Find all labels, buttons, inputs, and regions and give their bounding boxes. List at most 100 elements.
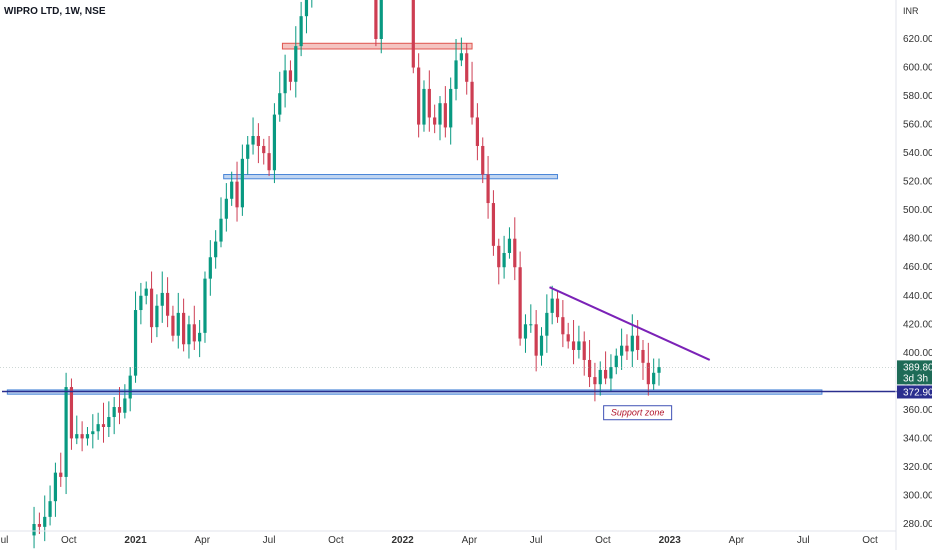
candle-body: [32, 524, 36, 536]
candle-body: [139, 295, 143, 311]
candle-body: [449, 88, 453, 128]
price-badge-value: 372.90: [903, 387, 932, 398]
candle-body: [374, 0, 378, 40]
candle-body: [523, 324, 528, 339]
candle-body: [636, 335, 640, 350]
candle-body: [128, 375, 132, 399]
x-tick-label: Oct: [328, 535, 344, 546]
candle-body: [491, 203, 496, 246]
candle-body: [582, 341, 586, 360]
y-tick-label: 520.00: [903, 177, 932, 188]
y-tick-label: 340.00: [903, 433, 932, 444]
candle-body: [283, 70, 287, 94]
candle-body: [182, 312, 186, 345]
zone-1: [223, 174, 559, 180]
candle-body: [486, 174, 490, 204]
candle-body: [470, 81, 474, 118]
x-tick-label: Jul: [530, 535, 543, 546]
candle-body: [123, 398, 127, 413]
candle-body: [379, 0, 383, 39]
x-tick-label: Jul: [263, 535, 276, 546]
candle-body: [561, 317, 565, 335]
candle-body: [502, 252, 506, 268]
candles-layer: [32, 0, 661, 549]
x-tick-label: Oct: [61, 535, 77, 546]
candle-body: [75, 434, 79, 439]
x-tick-label: 2023: [659, 535, 682, 546]
candle-body: [427, 88, 431, 118]
candle-body: [203, 278, 207, 333]
x-tick-label: Jul: [797, 535, 810, 546]
candle-body: [571, 341, 576, 350]
candle-body: [304, 0, 309, 17]
candle-body: [48, 501, 52, 517]
candle-body: [171, 315, 175, 336]
x-tick-label: Apr: [729, 535, 745, 546]
candle-body: [443, 103, 447, 128]
candle-body: [577, 341, 581, 350]
candle-body: [214, 241, 218, 258]
candle-body: [411, 0, 415, 68]
candle-body: [603, 369, 608, 379]
price-badge: [897, 385, 932, 399]
candle-body: [53, 472, 58, 502]
y-tick-label: 440.00: [903, 291, 932, 302]
y-tick-label: 560.00: [903, 120, 932, 131]
candle-body: [534, 324, 538, 356]
candle-body: [465, 53, 469, 82]
candle-body: [208, 257, 212, 279]
x-tick-label: Apr: [195, 535, 211, 546]
candle-body: [117, 407, 122, 413]
candle-body: [112, 407, 116, 418]
candle-body: [256, 136, 260, 146]
time-axis[interactable]: Jul Oct 2021 Apr Jul Oct 2022 Apr Jul Oct 2023 Apr J…: [0, 535, 878, 546]
candle-body: [187, 324, 191, 345]
candle-body: [80, 434, 84, 439]
candle-body: [417, 67, 421, 125]
candle-body: [433, 117, 437, 125]
candle-body: [507, 238, 512, 253]
candle-body: [160, 292, 164, 306]
candle-body: [529, 324, 533, 326]
candle-body: [59, 472, 63, 477]
candle-body: [550, 298, 554, 313]
candle-body: [198, 332, 202, 342]
candle-body: [620, 345, 624, 356]
candle-body: [539, 335, 544, 356]
y-tick-label: 460.00: [903, 262, 932, 273]
y-tick-label: 540.00: [903, 148, 932, 159]
candle-body: [593, 377, 597, 385]
candle-body: [278, 93, 282, 115]
price-badge-value: 389.80: [903, 362, 932, 373]
candle-body: [609, 367, 613, 379]
x-tick-label: Oct: [862, 535, 878, 546]
candle-body: [230, 181, 234, 199]
x-tick-label: Jul: [0, 535, 8, 546]
candle-body: [235, 181, 239, 208]
candle-body: [176, 312, 180, 336]
candle-body: [144, 288, 148, 296]
x-tick-label: 2021: [124, 535, 147, 546]
candle-body: [630, 335, 634, 352]
y-tick-label: 300.00: [903, 490, 932, 501]
y-tick-label: 400.00: [903, 348, 932, 359]
candle-body: [555, 298, 560, 318]
candle-body: [545, 312, 549, 336]
y-tick-label: 580.00: [903, 91, 932, 102]
price-badge: [897, 360, 932, 385]
candle-body: [657, 367, 661, 373]
candle-body: [37, 524, 41, 527]
candle-body: [69, 387, 74, 439]
y-tick-label: 600.00: [903, 63, 932, 74]
candle-body: [614, 355, 618, 368]
support-zone-label: Support zone: [611, 408, 665, 418]
chart-title: WIPRO LTD, 1W, NSE: [4, 6, 106, 17]
support-zone-label-box: [603, 405, 673, 421]
candle-body: [262, 145, 266, 154]
candle-body: [299, 16, 303, 47]
trendline: [549, 286, 711, 361]
x-tick-label: Oct: [595, 535, 611, 546]
